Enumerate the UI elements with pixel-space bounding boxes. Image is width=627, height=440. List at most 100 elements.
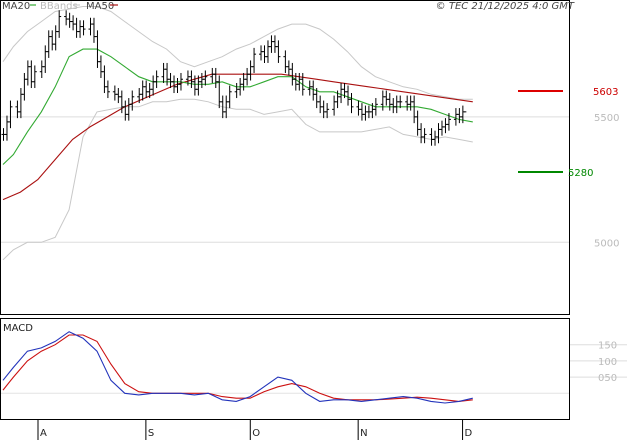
price-bar (405, 95, 410, 111)
month-label: A (40, 428, 47, 439)
price-bar (422, 128, 427, 144)
moving-averages (2, 48, 473, 201)
price-bar (88, 17, 93, 36)
price-bar (252, 47, 257, 73)
copyright-text: © TEC 21/12/2025 4:0 GMT (436, 1, 575, 12)
price-bar (25, 60, 30, 86)
price-bar (419, 123, 424, 144)
price-bar (446, 113, 451, 131)
price-bar (394, 95, 399, 114)
price-bar (332, 95, 337, 116)
price-bar (199, 72, 204, 89)
price-bar (366, 105, 371, 119)
price-bar (415, 110, 420, 136)
price-bar (144, 80, 149, 99)
price-bars (1, 0, 518, 146)
price-bar (71, 15, 76, 31)
ma50-line (2, 73, 473, 201)
price-bar (259, 45, 264, 61)
price-bar (67, 12, 72, 28)
month-label: S (148, 428, 154, 439)
price-bar (74, 17, 79, 38)
price-bar (286, 60, 291, 76)
bb-upper-line (2, 6, 473, 100)
support-resistance-levels: 5603 5280 (518, 87, 618, 179)
price-bar (248, 60, 253, 81)
legend-bbands-label: BBands (40, 1, 78, 12)
macd-panel-label: MACD (3, 323, 33, 334)
price-bar (43, 45, 48, 73)
price-bar (29, 60, 34, 89)
price-bar (175, 77, 180, 94)
price-bar (91, 17, 96, 43)
price-bar (384, 90, 389, 106)
month-label: O (252, 428, 260, 439)
price-bar (359, 103, 364, 121)
price-bar (1, 128, 6, 141)
price-tick-label: 5500 (594, 113, 619, 124)
price-bar (172, 75, 177, 94)
legend-ma20-label: MA20 (2, 1, 30, 12)
macd-tick-label: 100 (598, 357, 617, 368)
price-bar (349, 93, 354, 114)
macd-line (2, 331, 473, 404)
price-bar (50, 30, 55, 51)
price-bar (457, 108, 462, 124)
price-bar (391, 98, 396, 114)
price-bar (116, 88, 121, 104)
price-bar (436, 123, 441, 144)
price-bar (262, 45, 267, 63)
price-bar (283, 50, 288, 73)
price-bar (178, 72, 183, 91)
price-gridlines: 5500 5000 (1, 113, 619, 249)
price-bar (154, 70, 159, 89)
price-bar (130, 90, 135, 111)
bollinger-bands (2, 6, 473, 261)
price-bar (8, 100, 13, 129)
price-bar (398, 95, 403, 109)
price-bar (318, 95, 323, 114)
price-bar (168, 72, 173, 89)
price-bar (265, 40, 270, 63)
price-bar (210, 67, 215, 84)
price-bar (439, 120, 444, 136)
price-bar (300, 72, 305, 96)
legend-ma50-label: MA50 (86, 1, 114, 12)
price-bar (102, 65, 107, 94)
price-bar (112, 85, 117, 101)
price-bar (412, 95, 417, 124)
price-bar (443, 118, 448, 134)
price-bar (387, 93, 392, 111)
legend: MA20 BBands MA50 (2, 1, 118, 12)
price-bar (161, 62, 166, 84)
macd-panel-frame (0, 318, 570, 420)
price-bar (98, 55, 103, 78)
price-bar (356, 100, 361, 116)
price-bar (346, 85, 351, 106)
price-bar (380, 90, 385, 111)
price-bar (78, 20, 83, 38)
price-bar (245, 67, 250, 86)
price-bar (321, 100, 326, 119)
price-bar (234, 83, 239, 99)
price-bar (227, 85, 232, 109)
macd-gridlines: 150 100 050 (1, 341, 627, 394)
price-bar (123, 100, 128, 121)
price-bar (46, 30, 51, 58)
price-bar (39, 60, 44, 78)
price-bar (105, 80, 110, 99)
resistance-label: 5603 (593, 87, 618, 98)
bb-lower-line (2, 98, 473, 261)
price-bar (64, 10, 69, 26)
price-bar (151, 75, 156, 96)
price-panel-frame (0, 0, 570, 315)
price-bar (363, 105, 368, 121)
month-label: N (360, 428, 367, 439)
price-bar (217, 75, 222, 109)
price-tick-label: 5000 (594, 238, 619, 249)
price-bar (325, 103, 330, 119)
price-bar (373, 98, 378, 116)
macd-signal-line (2, 334, 473, 402)
macd-tick-label: 050 (598, 373, 617, 384)
